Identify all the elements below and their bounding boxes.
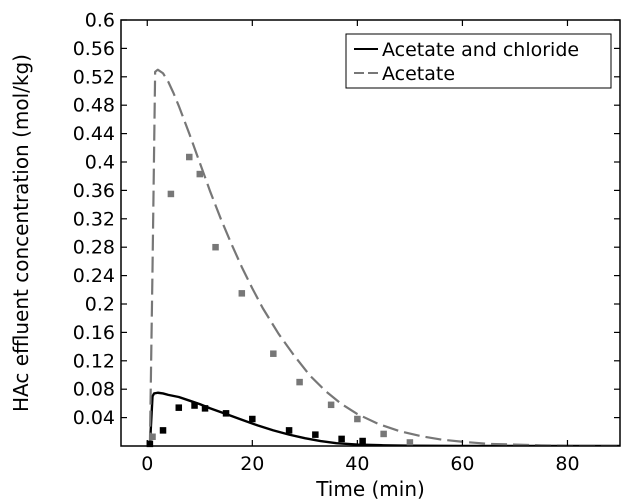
legend-label-acetate-and-chloride: Acetate and chloride — [382, 39, 579, 61]
y-tick-label: 0.32 — [73, 208, 115, 230]
data-point-acetate-and-chloride — [359, 437, 366, 445]
data-point-acetate — [354, 415, 361, 423]
x-tick-label: 20 — [240, 453, 264, 475]
data-point-acetate-and-chloride — [146, 440, 154, 448]
data-point-acetate — [406, 439, 414, 446]
legend-box — [345, 33, 612, 89]
data-point-acetate-and-chloride — [285, 427, 293, 434]
data-point-acetate-and-chloride — [191, 402, 198, 409]
data-point-acetate — [296, 378, 303, 386]
x-tick-label: 40 — [345, 453, 369, 475]
data-point-acetate — [238, 290, 246, 297]
data-point-acetate-and-chloride — [338, 435, 345, 443]
y-tick-label: 0.08 — [73, 379, 115, 401]
y-axis-title: HAc effluent concentration (mol/kg) — [9, 54, 33, 412]
y-tick-label: 0.2 — [85, 294, 115, 316]
x-tick-label: 0 — [141, 453, 153, 475]
marker-layer — [146, 153, 414, 448]
data-point-acetate-and-chloride — [175, 404, 183, 411]
series-line-acetate — [147, 68, 620, 446]
data-point-acetate-and-chloride — [249, 415, 256, 423]
data-point-acetate — [327, 401, 335, 409]
y-tick-label: 0.04 — [73, 407, 115, 429]
y-tick-label: 0.24 — [73, 265, 115, 287]
legend-label-acetate: Acetate — [382, 63, 455, 85]
legend: Acetate and chloride Acetate — [345, 33, 612, 89]
data-point-acetate — [196, 170, 204, 178]
data-point-acetate — [212, 243, 219, 251]
data-point-acetate — [167, 190, 175, 198]
data-point-acetate-and-chloride — [201, 405, 209, 412]
y-tick-label: 0.12 — [73, 350, 115, 372]
tick-layer — [121, 19, 620, 446]
y-tick-label: 0.44 — [73, 123, 115, 145]
y-tick-label: 0.4 — [85, 152, 115, 174]
data-point-acetate — [186, 153, 193, 161]
x-tick-label: 60 — [450, 453, 474, 475]
y-tick-label: 0.6 — [85, 10, 115, 32]
y-tick-label: 0.28 — [73, 237, 115, 259]
data-point-acetate-and-chloride — [312, 431, 319, 438]
y-tick-label: 0.56 — [73, 38, 115, 60]
data-point-acetate — [380, 430, 387, 438]
plot-background — [121, 20, 620, 446]
data-point-acetate — [270, 350, 277, 357]
y-tick-label: 0.16 — [73, 322, 115, 344]
data-point-acetate-and-chloride — [222, 410, 230, 417]
data-point-acetate — [149, 433, 156, 441]
y-tick-label: 0.52 — [73, 66, 115, 88]
x-axis-title: Time (min) — [315, 477, 425, 500]
plot-frame — [120, 19, 621, 447]
y-tick-label: 0.48 — [73, 95, 115, 117]
data-point-acetate-and-chloride — [159, 427, 167, 434]
label-layer: 0.04 0.08 0.12 0.16 0.2 0.24 0.28 0.32 0.36 0.4 0.… — [73, 10, 580, 476]
x-tick-label: 80 — [555, 453, 579, 475]
y-tick-label: 0.36 — [73, 180, 115, 202]
